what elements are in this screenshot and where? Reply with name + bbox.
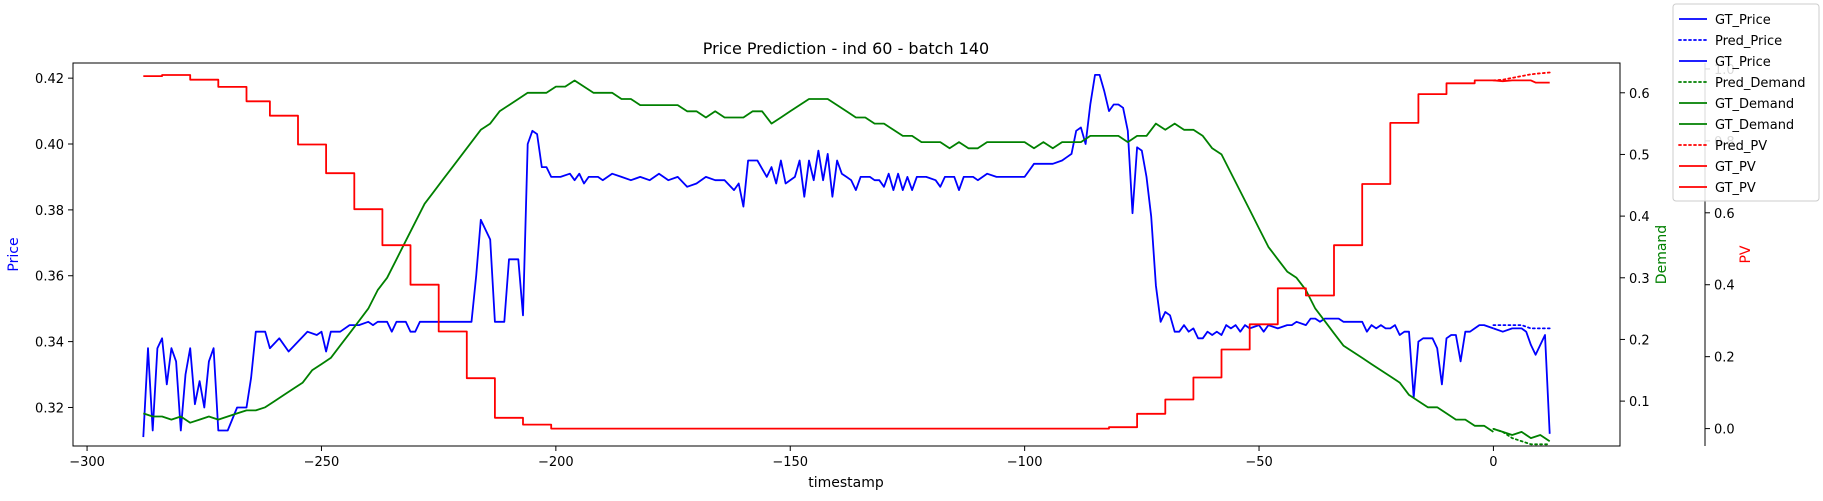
series-line-gt-price-2: [1493, 327, 1551, 434]
demand-tick-label: 0.6: [1629, 87, 1650, 102]
price-tick-label: 0.32: [35, 401, 64, 416]
legend: GT_Price Pred_Price GT_Price Pred_Demand GT_…: [1672, 3, 1820, 202]
price-axis-label: Price: [6, 237, 22, 271]
legend-box: [1672, 3, 1820, 202]
x-axis-label: timestamp: [808, 475, 884, 491]
price-tick-label: 0.42: [35, 72, 64, 87]
price-tick-label: 0.36: [35, 270, 64, 285]
demand-tick-label: 0.2: [1629, 333, 1650, 348]
pv-tick-label: 0.6: [1714, 207, 1735, 222]
legend-label: GT_PV: [1715, 181, 1756, 196]
series-line-gt-demand-3: [143, 79, 1494, 433]
series-line-gt-pv-6: [143, 74, 1494, 430]
plot-frame: [72, 62, 1621, 447]
pv-tick-label: 0.0: [1714, 423, 1735, 438]
x-tick-label: 0: [1489, 455, 1497, 470]
pv-axis-label: PV: [1738, 245, 1754, 263]
x-tick-label: −300: [69, 455, 105, 470]
price-tick-label: 0.34: [35, 336, 64, 351]
series-line-pred-price-1: [1492, 324, 1551, 330]
legend-label: Pred_Demand: [1715, 76, 1806, 91]
demand-tick-label: 0.3: [1629, 272, 1650, 287]
x-tick-label: −100: [1007, 455, 1043, 470]
pv-tick-label: 0.4: [1714, 279, 1735, 294]
legend-label: GT_Demand: [1715, 118, 1794, 133]
legend-label: GT_Demand: [1715, 97, 1794, 112]
x-tick-label: −50: [1245, 455, 1272, 470]
series-line-gt-pv-8: [1493, 79, 1550, 84]
chart-title: Price Prediction - ind 60 - batch 140: [703, 39, 989, 58]
series-line-pred-pv-7: [1492, 71, 1551, 82]
legend-label: GT_Price: [1715, 13, 1771, 28]
demand-axis-label: Demand: [1654, 225, 1670, 284]
legend-label: GT_PV: [1715, 160, 1756, 175]
legend-label: Pred_Price: [1715, 34, 1782, 49]
demand-tick-label: 0.1: [1629, 395, 1650, 410]
x-tick-label: −150: [772, 455, 808, 470]
price-tick-label: 0.40: [35, 138, 64, 153]
series-line-gt-demand-5: [1493, 428, 1551, 442]
x-tick-label: −200: [538, 455, 574, 470]
series-line-gt-price-0: [142, 74, 1494, 438]
x-tick-label: −250: [304, 455, 340, 470]
legend-label: GT_Price: [1715, 55, 1771, 70]
demand-tick-label: 0.4: [1629, 210, 1650, 225]
pv-tick-label: 0.2: [1714, 351, 1735, 366]
legend-label: Pred_PV: [1715, 139, 1767, 154]
price-tick-label: 0.38: [35, 204, 64, 219]
demand-tick-label: 0.5: [1629, 148, 1650, 163]
